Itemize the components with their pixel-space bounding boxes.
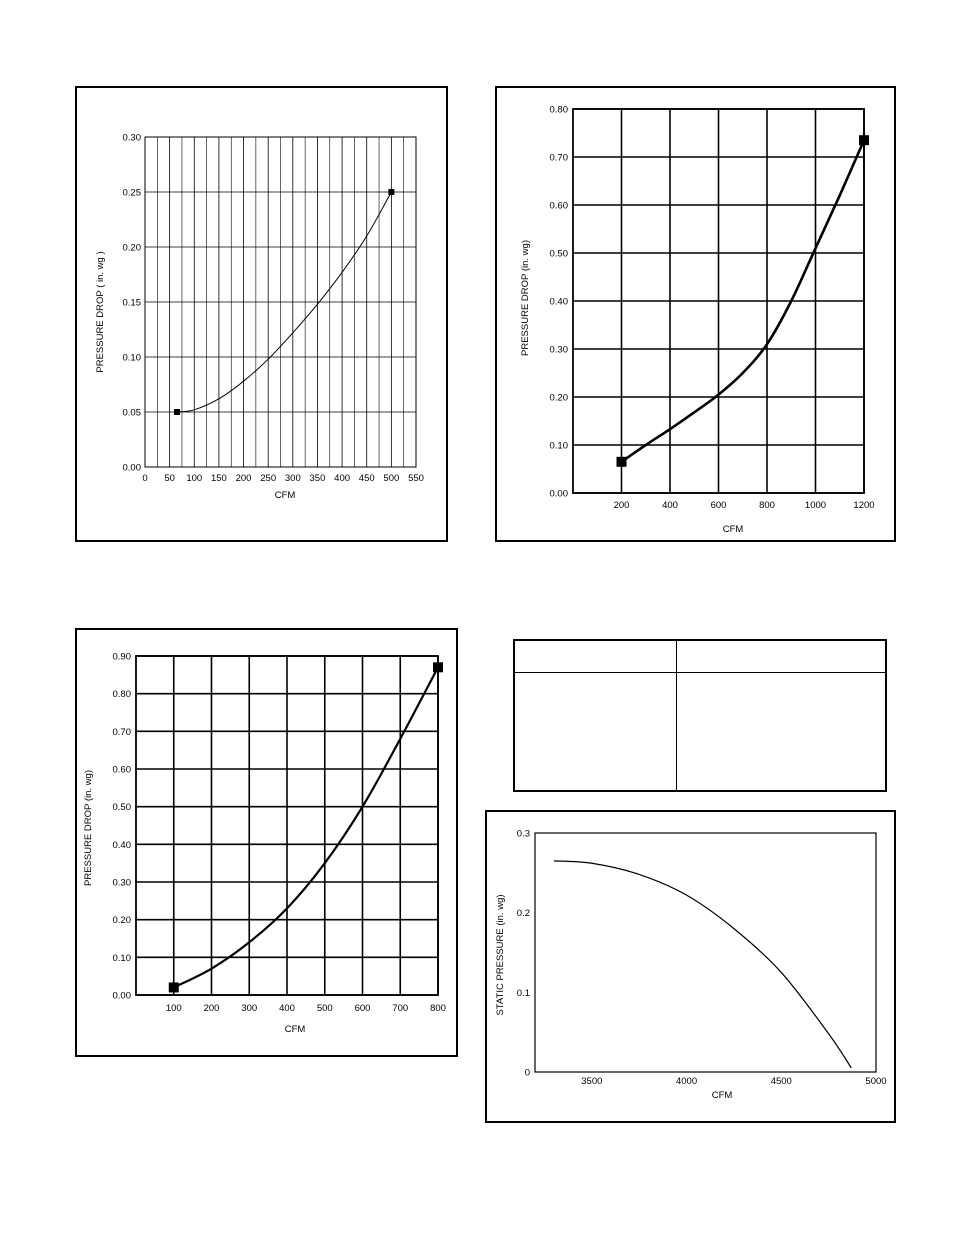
chart-panel-1 (75, 86, 448, 542)
chart-panel-4 (485, 810, 896, 1123)
table-header-cell (676, 639, 887, 673)
chart-panel-2 (495, 86, 896, 542)
table-cell (513, 671, 677, 792)
table-cell (676, 671, 887, 792)
chart-panel-3 (75, 628, 458, 1057)
reference-table (513, 639, 887, 792)
table-header-cell (513, 639, 677, 673)
